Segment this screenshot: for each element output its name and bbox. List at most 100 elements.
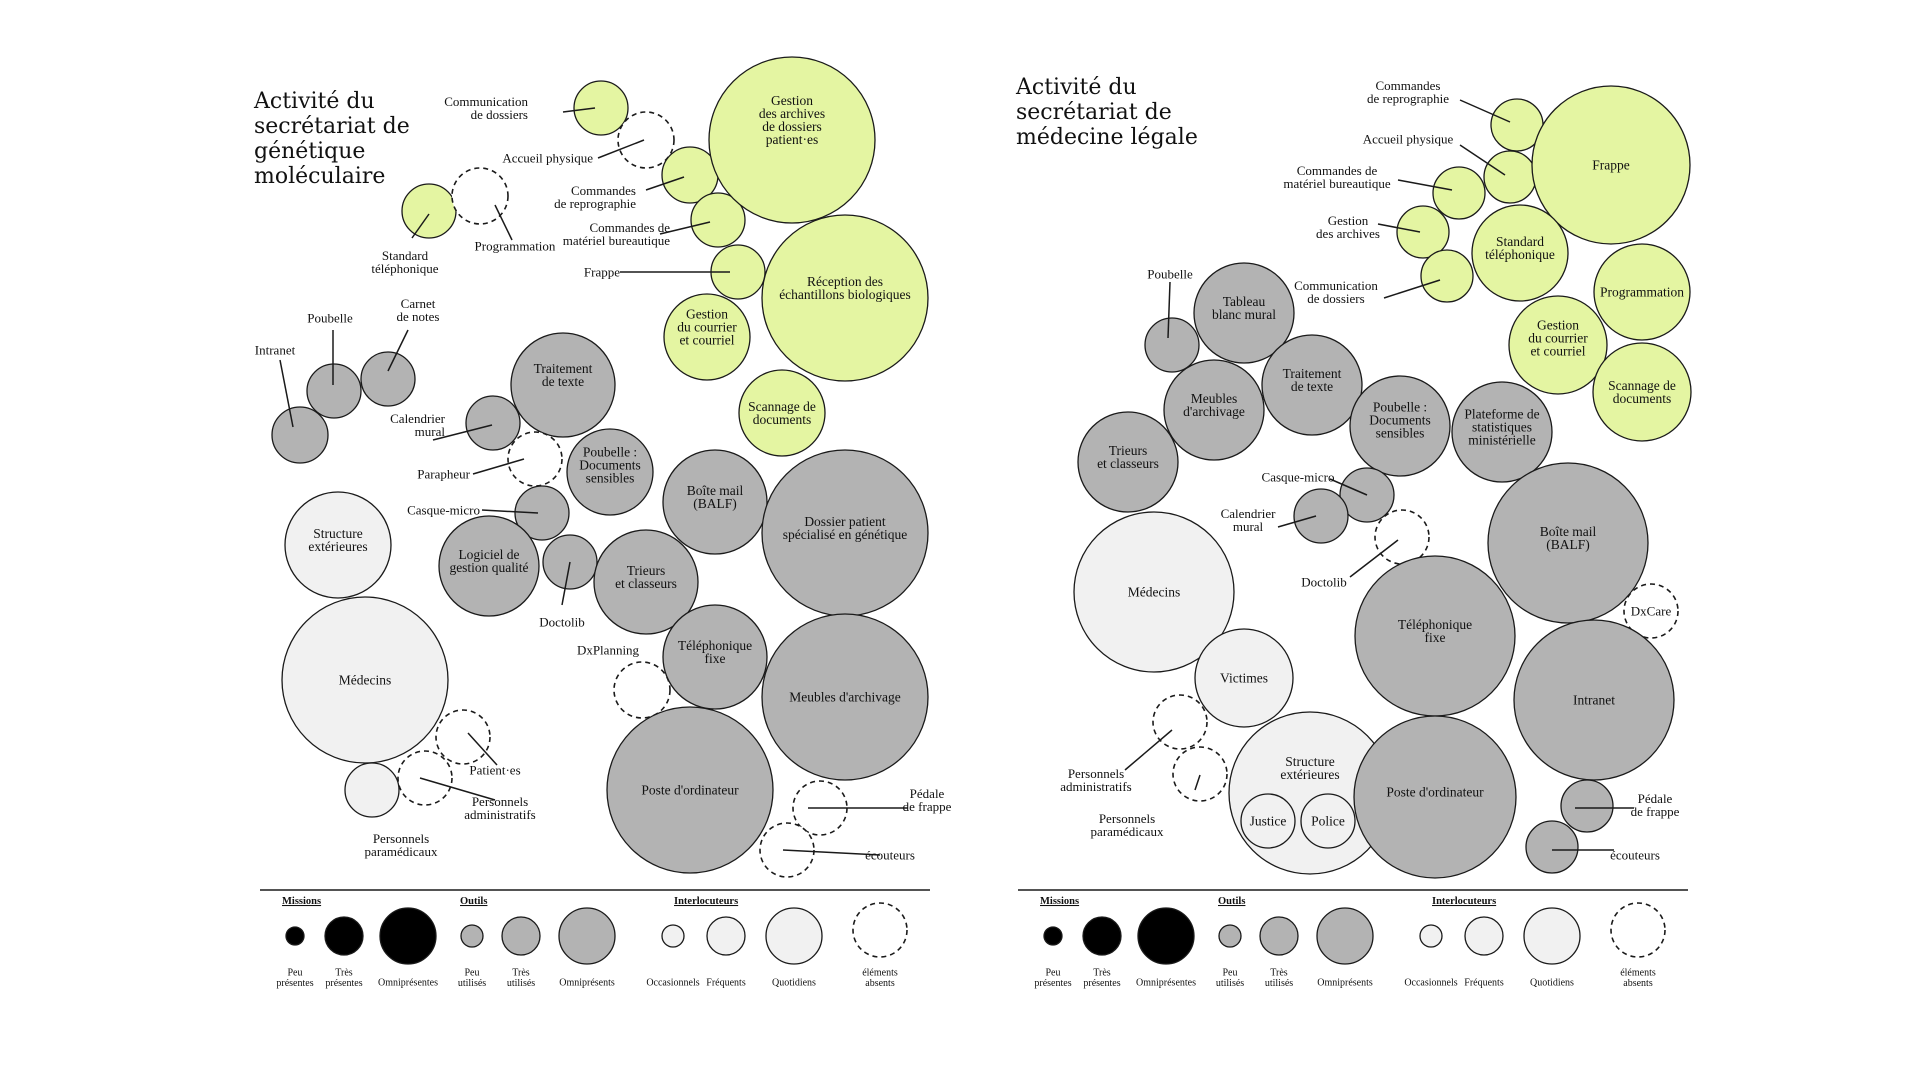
node-trieurs-et-classeurs: Trieurs et classeurs bbox=[593, 529, 699, 635]
tool-circle bbox=[662, 449, 768, 555]
leader-line bbox=[432, 424, 493, 441]
leader-line bbox=[1194, 774, 1201, 791]
legend-label: Très présentes bbox=[325, 967, 362, 989]
absent-circle bbox=[397, 750, 453, 806]
node-intranet: Intranet bbox=[255, 343, 329, 464]
node-personnels-paramedicaux: Personnels paramédicaux bbox=[1091, 746, 1228, 839]
node-label: Gestion des archives bbox=[1316, 213, 1380, 241]
node-label: Standard téléphonique bbox=[371, 248, 438, 276]
node-traitement-de-texte: Traitement de texte bbox=[1261, 334, 1363, 436]
legend-label: Omniprésents bbox=[559, 978, 615, 989]
legend-label: Omniprésents bbox=[1317, 978, 1373, 989]
node-label: Doctolib bbox=[539, 615, 585, 630]
legend-label: Quotidiens bbox=[772, 978, 816, 989]
node-trieurs-et-classeurs: Trieurs et classeurs bbox=[1077, 411, 1179, 513]
node-gestion-des-archives-de-dossiers-patient-es: Gestion des archives de dossiers patient·es bbox=[708, 56, 876, 224]
node-dxcare: DxCare bbox=[1623, 583, 1679, 639]
tool-circle bbox=[510, 332, 616, 438]
leader-line bbox=[472, 458, 525, 475]
mission-circle bbox=[1508, 295, 1608, 395]
legend-interlocuteurs-circle bbox=[706, 916, 746, 956]
leader-line bbox=[782, 849, 881, 856]
tool-circle bbox=[1193, 262, 1295, 364]
tool-circle bbox=[1293, 488, 1349, 544]
node-label: Poubelle bbox=[307, 311, 353, 326]
node-label: Plateforme de statistiques ministérielle bbox=[1464, 407, 1539, 448]
legend-interlocuteurs-circle bbox=[1523, 907, 1581, 965]
node-calendrier-mural: Calendrier mural bbox=[1221, 488, 1349, 544]
legend-heading-missions: Missions bbox=[282, 896, 321, 907]
legend-label: Peu présentes bbox=[276, 967, 313, 989]
legend-outils-circle bbox=[1316, 907, 1374, 965]
legend-missions-circle bbox=[324, 916, 364, 956]
legend-outils-circle bbox=[558, 907, 616, 965]
node-scannage-de-documents: Scannage de documents bbox=[738, 369, 826, 457]
mission-circle bbox=[761, 214, 929, 382]
node-medecins: Médecins bbox=[281, 596, 449, 764]
node-label: Gestion du courrier et courriel bbox=[677, 307, 737, 348]
node-personnels-administratifs: Personnels administratifs bbox=[397, 750, 536, 822]
node-label: Programmation bbox=[1600, 285, 1684, 300]
node-frappe: Frappe bbox=[584, 244, 766, 300]
legend: Missions Peu présentes Très présentes Omnipré… bbox=[1018, 889, 1688, 989]
leader-line bbox=[1124, 729, 1173, 771]
mission-circle bbox=[1593, 243, 1691, 341]
node-label: Gestion des archives de dossiers patient·es bbox=[759, 93, 825, 147]
mission-circle bbox=[1592, 342, 1692, 442]
node-poubelle: Poubelle bbox=[1144, 267, 1200, 373]
tool-circle bbox=[1353, 715, 1517, 879]
node-label: Dossier patient spécialisé en génétique bbox=[783, 514, 907, 542]
node-label: Personnels administratifs bbox=[1060, 766, 1132, 794]
node-label: Calendrier mural bbox=[1221, 506, 1277, 534]
node-carnet-de-notes: Carnet de notes bbox=[360, 296, 439, 407]
tool-circle bbox=[662, 604, 768, 710]
node-label: DxPlanning bbox=[577, 643, 640, 658]
tool-circle bbox=[438, 515, 540, 617]
interlocutor-circle bbox=[344, 762, 400, 818]
absent-circle bbox=[617, 111, 675, 169]
legend-label: Fréquents bbox=[1464, 978, 1504, 989]
mission-circle bbox=[1483, 150, 1537, 204]
node-label: Poubelle : Documents sensibles bbox=[579, 445, 641, 486]
node-scannage-de-documents: Scannage de documents bbox=[1592, 342, 1692, 442]
tool-circle bbox=[1451, 381, 1553, 483]
node-label: Boîte mail (BALF) bbox=[1540, 524, 1597, 552]
node-label: Personnels paramédicaux bbox=[365, 831, 438, 859]
leader-line bbox=[1277, 515, 1317, 528]
node-meubles-d-archivage: Meubles d'archivage bbox=[1163, 359, 1265, 461]
absent-circle bbox=[435, 709, 491, 765]
mission-circle bbox=[1531, 85, 1691, 245]
node-poste-d-ordinateur: Poste d'ordinateur bbox=[606, 706, 774, 874]
node-label: Patient·es bbox=[469, 763, 520, 778]
legend-interlocuteurs-circle bbox=[1419, 924, 1443, 948]
node-poubelle-documents-sensibles: Poubelle : Documents sensibles bbox=[566, 428, 654, 516]
leader-line bbox=[562, 107, 596, 113]
node-label: Boîte mail (BALF) bbox=[687, 483, 744, 511]
tool-circle bbox=[566, 428, 654, 516]
tool-circle bbox=[1163, 359, 1265, 461]
legend-label: Occasionnels bbox=[646, 978, 699, 989]
node-communication-de-dossiers: Communication de dossiers bbox=[444, 80, 629, 136]
tool-circle bbox=[1349, 375, 1451, 477]
node-telephonique-fixe: Téléphonique fixe bbox=[662, 604, 768, 710]
tool-circle bbox=[1560, 779, 1614, 833]
leader-line bbox=[1397, 179, 1453, 191]
node-pedale-de-frappe: Pédale de frappe bbox=[1560, 779, 1680, 833]
node-casque-micro: Casque-micro bbox=[1262, 467, 1395, 523]
node-label: Structure extérieures bbox=[308, 526, 367, 554]
node-label: Parapheur bbox=[417, 467, 470, 482]
leader-line bbox=[659, 221, 711, 235]
node-label: Accueil physique bbox=[1363, 132, 1454, 147]
node-standard-telephonique: Standard téléphonique bbox=[371, 183, 457, 276]
node-label: Casque-micro bbox=[407, 503, 480, 518]
leader-line bbox=[494, 204, 513, 241]
node-label: Personnels paramédicaux bbox=[1091, 811, 1164, 839]
mission-circle bbox=[690, 192, 746, 248]
leader-line bbox=[1459, 99, 1511, 123]
node-calendrier-mural: Calendrier mural bbox=[390, 395, 521, 451]
node-label: Téléphonique fixe bbox=[678, 638, 752, 666]
mission-circle bbox=[1396, 205, 1450, 259]
node-traitement-de-texte: Traitement de texte bbox=[510, 332, 616, 438]
node-label: écouteurs bbox=[865, 848, 915, 863]
node-plateforme-de-statistiques-ministerielle: Plateforme de statistiques ministérielle bbox=[1451, 381, 1553, 483]
